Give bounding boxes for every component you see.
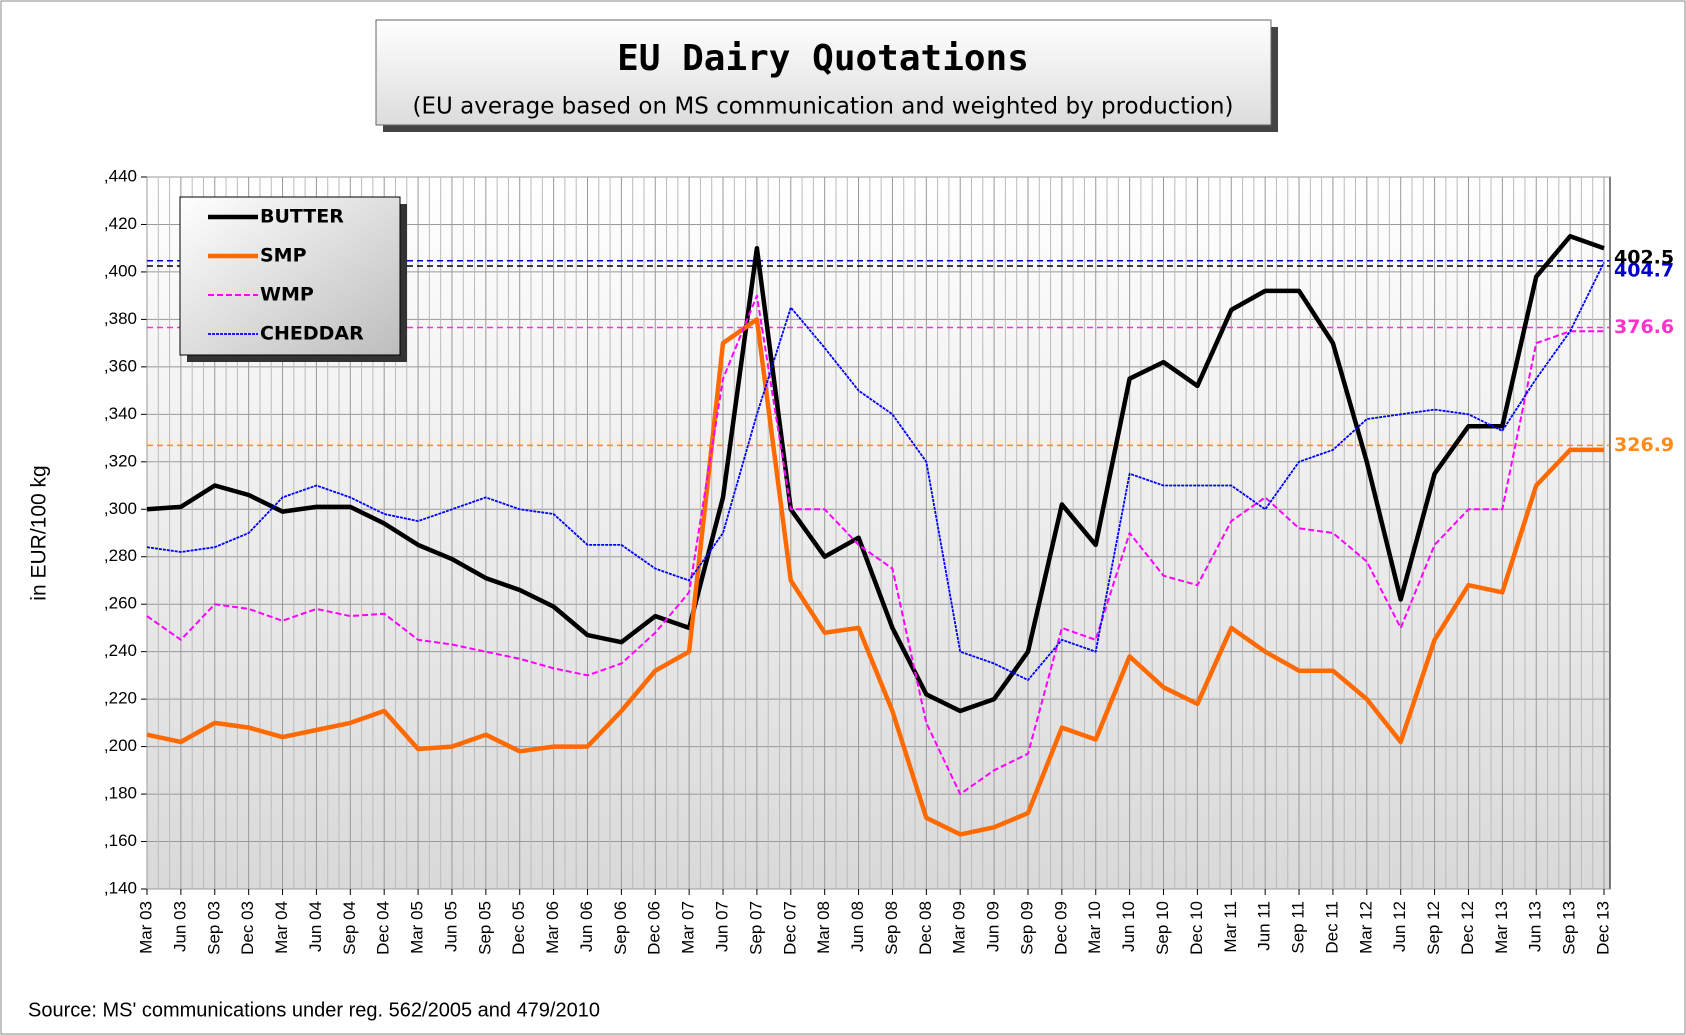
title-box [375,19,1272,126]
x-tick-label: Jun 13 [1526,901,1545,952]
source-note: Source: MS' communications under reg. 56… [28,999,600,1021]
x-tick-label: Jun 04 [306,901,325,952]
legend-label: CHEDDAR [260,323,364,345]
x-tick-label: Mar 10 [1085,901,1104,954]
y-tick-label: ,300 [104,499,137,518]
x-tick-label: Jun 06 [577,901,596,952]
y-tick-label: ,360 [104,356,137,375]
chart-subtitle: (EU average based on MS communication an… [413,94,1234,120]
y-tick-label: ,380 [104,309,137,328]
x-tick-label: Sep 10 [1153,901,1172,955]
x-tick-label: Sep 05 [475,901,494,955]
legend-label: WMP [260,284,314,306]
series-line [146,317,1604,837]
x-tick-label: Mar 09 [950,901,969,954]
x-tick-label: Sep 11 [1289,901,1308,954]
legend-box [179,196,401,356]
reference-label: 404.7 [1614,259,1674,281]
x-tick-label: Jun 07 [713,901,732,952]
x-tick-label: Sep 03 [204,901,223,955]
x-tick-label: Sep 08 [882,901,901,955]
y-tick-label: ,280 [104,546,137,565]
x-tick-label: Mar 07 [679,901,698,954]
y-tick-label: ,440 [104,166,137,185]
y-tick-label: ,400 [104,261,137,280]
reference-label: 402.5 [1614,247,1674,269]
y-tick-label: ,260 [104,594,137,613]
x-tick-label: Dec 03 [238,901,257,955]
x-tick-label: Jun 11 [1255,901,1274,951]
x-tick-label: Mar 04 [272,901,291,954]
x-tick-label: Jun 03 [170,901,189,952]
x-tick-label: Sep 09 [1017,901,1036,955]
x-tick-label: Jun 08 [848,901,867,952]
series-line [146,234,1605,714]
x-tick-label: Jun 10 [1119,901,1138,952]
x-tick-label: Mar 03 [136,901,155,954]
y-tick-label: ,240 [104,641,137,660]
y-tick-label: ,420 [104,214,137,233]
x-tick-label: Sep 13 [1560,901,1579,955]
x-tick-label: Mar 06 [543,901,562,954]
x-tick-label: Sep 04 [340,901,359,955]
x-tick-label: Dec 10 [1187,901,1206,955]
x-tick-label: Mar 11 [1221,901,1240,953]
x-tick-label: Dec 09 [1051,901,1070,955]
x-tick-label: Dec 04 [374,901,393,955]
x-tick-label: Dec 07 [780,901,799,955]
x-tick-label: Jun 05 [441,901,460,952]
x-tick-label: Sep 07 [746,901,765,955]
y-tick-label: ,140 [104,878,137,897]
y-tick-label: ,220 [104,689,137,708]
y-tick-label: ,340 [104,404,137,423]
x-tick-label: Jun 09 [984,901,1003,952]
x-tick-label: Mar 05 [408,901,427,954]
x-tick-label: Jun 12 [1390,901,1409,952]
series-line [146,294,1604,796]
chart-title: EU Dairy Quotations [617,38,1029,79]
reference-label: 376.6 [1614,316,1674,338]
series-line [146,262,1605,681]
y-tick-label: ,200 [104,736,137,755]
x-tick-label: Sep 06 [611,901,630,955]
x-tick-label: Sep 12 [1424,901,1443,955]
x-tick-label: Dec 05 [509,901,528,955]
x-tick-label: Dec 12 [1458,901,1477,955]
x-tick-label: Dec 13 [1593,901,1612,955]
y-tick-label: ,160 [104,831,137,850]
x-tick-label: Mar 12 [1356,901,1375,954]
y-tick-label: ,320 [104,451,137,470]
y-axis-label: in EUR/100 kg [28,465,51,600]
x-tick-label: Mar 13 [1492,901,1511,954]
x-tick-label: Dec 11 [1322,901,1341,954]
x-tick-label: Mar 08 [814,901,833,954]
legend-label: BUTTER [260,206,344,228]
x-tick-label: Dec 08 [916,901,935,955]
legend-label: SMP [260,245,307,267]
x-tick-label: Dec 06 [645,901,664,955]
y-tick-label: ,180 [104,784,137,803]
reference-label: 326.9 [1614,434,1674,456]
